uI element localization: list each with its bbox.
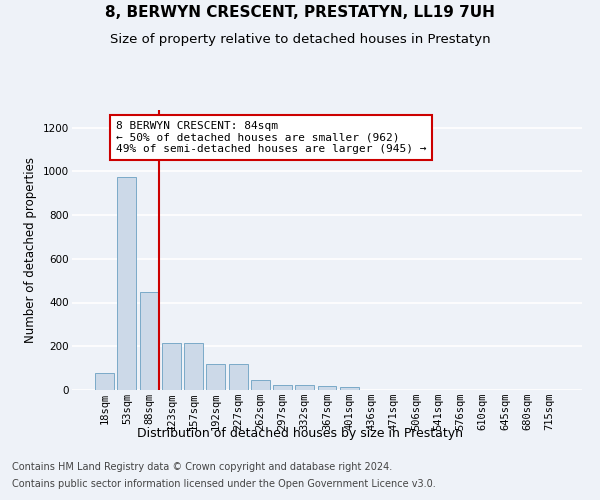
- Text: 8 BERWYN CRESCENT: 84sqm
← 50% of detached houses are smaller (962)
49% of semi-: 8 BERWYN CRESCENT: 84sqm ← 50% of detach…: [116, 121, 426, 154]
- Text: Contains public sector information licensed under the Open Government Licence v3: Contains public sector information licen…: [12, 479, 436, 489]
- Bar: [162, 343, 181, 390]
- Bar: [340, 386, 359, 390]
- Y-axis label: Number of detached properties: Number of detached properties: [25, 157, 37, 343]
- Bar: [317, 386, 337, 390]
- Bar: [140, 292, 158, 390]
- Text: 8, BERWYN CRESCENT, PRESTATYN, LL19 7UH: 8, BERWYN CRESCENT, PRESTATYN, LL19 7UH: [105, 5, 495, 20]
- Bar: [229, 364, 248, 390]
- Bar: [206, 364, 225, 390]
- Bar: [295, 384, 314, 390]
- Bar: [251, 380, 270, 390]
- Text: Size of property relative to detached houses in Prestatyn: Size of property relative to detached ho…: [110, 32, 490, 46]
- Bar: [273, 384, 292, 390]
- Bar: [118, 176, 136, 390]
- Bar: [184, 343, 203, 390]
- Text: Contains HM Land Registry data © Crown copyright and database right 2024.: Contains HM Land Registry data © Crown c…: [12, 462, 392, 472]
- Text: Distribution of detached houses by size in Prestatyn: Distribution of detached houses by size …: [137, 428, 463, 440]
- Bar: [95, 372, 114, 390]
